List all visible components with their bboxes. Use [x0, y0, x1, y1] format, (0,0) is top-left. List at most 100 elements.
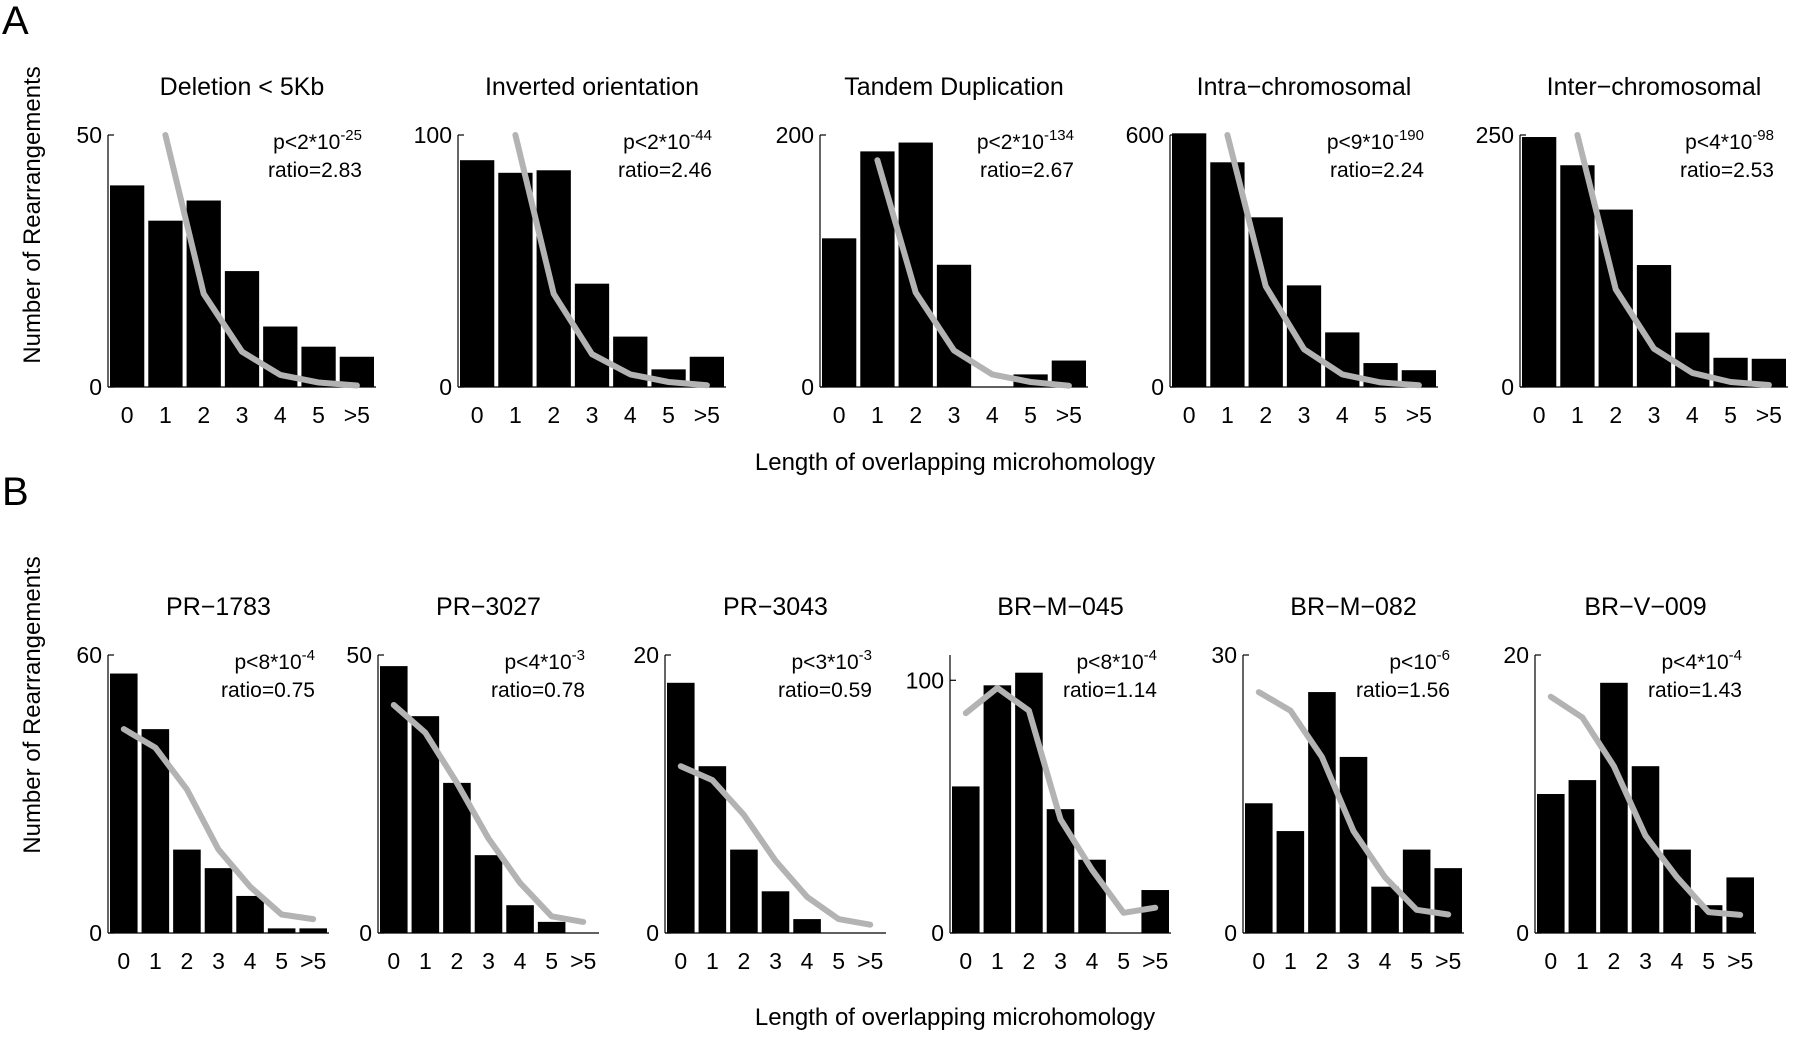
p-value-label: p<2*10-25 [273, 127, 362, 154]
y-tick-label: 100 [414, 122, 452, 148]
bar [936, 264, 972, 387]
x-axis-label-b: Length of overlapping microhomology [755, 1004, 1155, 1031]
x-tick-label: 3 [1054, 948, 1067, 974]
x-tick-label: 2 [1609, 402, 1622, 428]
p-value-label: p<2*10-44 [623, 127, 712, 154]
y-tick-label: 0 [359, 920, 372, 946]
x-tick-label: 0 [387, 948, 400, 974]
ratio-label: ratio=1.43 [1648, 679, 1742, 702]
bar [1308, 692, 1336, 933]
p-value-label: p<4*10-98 [1685, 127, 1774, 154]
bar [536, 170, 571, 387]
x-tick-label: 0 [1533, 402, 1546, 428]
x-tick-label: >5 [1142, 948, 1168, 974]
p-value-exponent: -4 [1729, 647, 1742, 664]
x-tick-label: 3 [1347, 948, 1360, 974]
bar [1726, 877, 1754, 933]
p-value-label: p<8*10-4 [235, 647, 316, 674]
x-tick-label: 4 [514, 948, 527, 974]
x-tick-label: 2 [181, 948, 194, 974]
chart-title: BR−V−009 [1584, 593, 1706, 621]
fit-curve [874, 157, 1072, 389]
x-tick-label: >5 [1756, 402, 1782, 428]
p-value-label: p<8*10-4 [1077, 647, 1158, 674]
x-tick-label: 1 [991, 948, 1004, 974]
y-tick-label: 0 [801, 374, 814, 400]
x-tick-label: 1 [1576, 948, 1589, 974]
fit-curve [1547, 693, 1744, 918]
x-tick-label: 5 [662, 402, 675, 428]
x-tick-label: 5 [545, 948, 558, 974]
p-value-exponent: -6 [1437, 647, 1450, 664]
ratio-label: ratio=0.78 [491, 679, 585, 702]
ratio-label: ratio=2.53 [1680, 159, 1774, 182]
x-tick-label: 2 [1023, 948, 1036, 974]
bar [1276, 831, 1305, 933]
x-tick-label: >5 [694, 402, 720, 428]
y-tick-label: 250 [1476, 122, 1514, 148]
x-tick-label: 4 [1671, 948, 1684, 974]
x-tick-label: 2 [1259, 402, 1272, 428]
ratio-label: ratio=0.75 [221, 679, 315, 702]
fit-curve [120, 726, 317, 923]
x-tick-label: 1 [1221, 402, 1234, 428]
y-tick-label: 50 [346, 642, 372, 668]
bar [1172, 133, 1207, 387]
x-tick-label: >5 [1727, 948, 1753, 974]
x-tick-label: 3 [948, 402, 961, 428]
p-value-exponent: -134 [1044, 127, 1074, 144]
x-tick-label: 3 [769, 948, 782, 974]
p-value-exponent: -25 [340, 127, 362, 144]
bar [204, 868, 233, 933]
x-tick-label: 5 [312, 402, 325, 428]
x-tick-label: 4 [274, 402, 287, 428]
y-tick-label: 0 [89, 920, 102, 946]
bar [667, 682, 695, 933]
x-tick-label: >5 [344, 402, 370, 428]
x-tick-label: 2 [547, 402, 560, 428]
chart-title: Inter−chromosomal [1547, 73, 1762, 101]
y-tick-label: 100 [906, 667, 944, 693]
x-tick-label: 5 [1374, 402, 1387, 428]
bar [1245, 803, 1273, 933]
y-tick-label: 0 [1224, 920, 1237, 946]
fit-curve [1574, 132, 1772, 388]
y-tick-label: 20 [1503, 642, 1529, 668]
x-tick-label: 5 [1702, 948, 1715, 974]
bar [506, 905, 534, 933]
x-tick-label: 3 [212, 948, 225, 974]
x-tick-label: 1 [1571, 402, 1584, 428]
bar [983, 685, 1012, 933]
p-value-label: p<4*10-3 [505, 647, 586, 674]
bar [460, 160, 495, 387]
ratio-label: ratio=2.83 [268, 159, 362, 182]
p-value-exponent: -4 [1144, 647, 1157, 664]
x-tick-label: 5 [1117, 948, 1130, 974]
fit-curve [1224, 132, 1422, 389]
fit-curve [512, 132, 710, 389]
y-tick-label: 0 [439, 374, 452, 400]
x-tick-label: 0 [117, 948, 130, 974]
y-axis-label-b: Number of Rearrangements [19, 556, 46, 853]
bar [1402, 849, 1431, 933]
x-tick-label: 2 [909, 402, 922, 428]
y-tick-label: 0 [646, 920, 659, 946]
bar [1600, 682, 1628, 933]
x-tick-label: >5 [1435, 948, 1461, 974]
bar [793, 919, 821, 933]
chart-title: Inverted orientation [485, 73, 699, 101]
x-tick-label: >5 [300, 948, 326, 974]
x-tick-label: 3 [586, 402, 599, 428]
x-tick-label: 0 [959, 948, 972, 974]
bar [110, 185, 145, 387]
p-value-exponent: -3 [572, 647, 585, 664]
x-tick-label: >5 [1056, 402, 1082, 428]
x-tick-label: 1 [419, 948, 432, 974]
fit-curve [1255, 689, 1452, 918]
x-tick-label: 0 [1544, 948, 1557, 974]
y-tick-label: 0 [89, 374, 102, 400]
